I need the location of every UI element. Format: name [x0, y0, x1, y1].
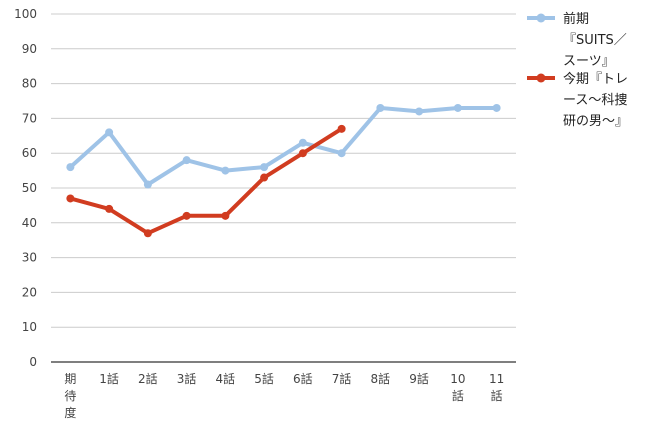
- x-tick-label-line: 2話: [138, 371, 158, 386]
- y-tick-label: 70: [22, 111, 37, 125]
- data-point-series-1: [260, 173, 269, 182]
- y-tick-label: 80: [22, 77, 37, 91]
- legend-label-1: 今期『トレース〜科捜研の男〜』: [563, 71, 628, 129]
- series-line-0: [68, 106, 499, 187]
- data-point-series-0: [260, 163, 269, 172]
- gridlines: [51, 13, 516, 363]
- data-point-series-1: [105, 204, 114, 213]
- axis-labels: 0 10 20 30 40 50 60 70 80 90 100 期待度 1話 2話 3話 4話 5話 6話 7話 8…: [14, 7, 504, 420]
- data-point-series-1: [143, 229, 152, 238]
- data-point-series-0: [415, 107, 424, 116]
- data-point-series-0: [376, 103, 385, 112]
- x-tick-label-line: 11: [489, 372, 504, 386]
- legend: 前期『SUITS／ スーツ』今期『トレース〜科捜研の男〜』: [527, 11, 628, 129]
- x-tick-label: 3話: [177, 371, 197, 386]
- data-point-series-0: [453, 103, 462, 112]
- data-point-series-1: [66, 194, 75, 203]
- legend-label-line: ース〜科捜: [563, 93, 627, 108]
- x-tick-label: 9話: [409, 371, 429, 386]
- legend-label-0: 前期『SUITS／ スーツ』: [563, 11, 627, 69]
- x-tick-label-line: 期: [64, 372, 76, 386]
- x-tick-label: 10 話: [450, 372, 465, 403]
- data-point-series-1: [182, 211, 191, 220]
- y-tick-label: 50: [22, 181, 37, 195]
- data-point-series-0: [492, 103, 501, 112]
- x-tick-label-line: 5話: [254, 371, 274, 386]
- x-tick-label-line: 3話: [177, 371, 197, 386]
- x-tick-label: 2話: [138, 371, 158, 386]
- x-tick-label-line: 話: [452, 388, 464, 403]
- legend-swatch-dot-1: [536, 73, 546, 83]
- data-point-series-0: [182, 156, 191, 165]
- x-tick-label: 4話: [216, 371, 236, 386]
- legend-label-line: 前期: [563, 11, 589, 27]
- x-tick-label-line: 10: [450, 372, 465, 386]
- data-point-series-0: [337, 149, 346, 158]
- x-tick-label-line: 話: [491, 388, 503, 403]
- data-point-series-0: [66, 163, 75, 172]
- data-point-series-0: [221, 166, 230, 175]
- x-tick-label: 1話: [99, 371, 119, 386]
- x-tick-label-line: 9話: [409, 371, 429, 386]
- x-tick-label-line: 8話: [371, 371, 391, 386]
- x-tick-label: 6話: [293, 371, 313, 386]
- x-tick-label-line: 1話: [99, 371, 119, 386]
- x-tick-label-line: 7話: [332, 371, 352, 386]
- y-tick-label: 20: [22, 285, 37, 299]
- legend-label-line: 『SUITS／: [563, 33, 627, 48]
- y-tick-label: 10: [22, 320, 37, 334]
- legend-label-line: 今期『トレ: [563, 71, 628, 87]
- data-point-series-1: [221, 211, 230, 220]
- data-point-series-0: [298, 138, 307, 147]
- x-tick-label-line: 待: [64, 389, 76, 403]
- x-tick-label-line: 4話: [216, 371, 236, 386]
- data-point-series-1: [337, 124, 346, 133]
- y-tick-label: 0: [29, 355, 37, 369]
- y-tick-label: 60: [22, 146, 37, 160]
- y-tick-label: 100: [14, 7, 37, 21]
- x-tick-label: 8話: [371, 371, 391, 386]
- legend-label-line: 研の男〜』: [563, 114, 628, 129]
- legend-label-line: スーツ』: [563, 54, 615, 69]
- data-point-series-0: [105, 128, 114, 137]
- series-line-1: [68, 126, 344, 236]
- legend-swatch-dot-0: [536, 13, 546, 23]
- x-tick-label-line: 6話: [293, 371, 313, 386]
- x-tick-label: 11 話: [489, 372, 504, 403]
- y-tick-label: 40: [22, 216, 37, 230]
- x-tick-label: 期待度: [64, 372, 76, 420]
- y-tick-label: 30: [22, 251, 37, 265]
- y-tick-label: 90: [22, 42, 37, 56]
- series-lines: [66, 103, 501, 238]
- x-tick-label-line: 度: [64, 405, 76, 420]
- data-point-series-0: [143, 180, 152, 189]
- x-tick-label: 7話: [332, 371, 352, 386]
- data-point-series-1: [298, 149, 307, 158]
- x-tick-label: 5話: [254, 371, 274, 386]
